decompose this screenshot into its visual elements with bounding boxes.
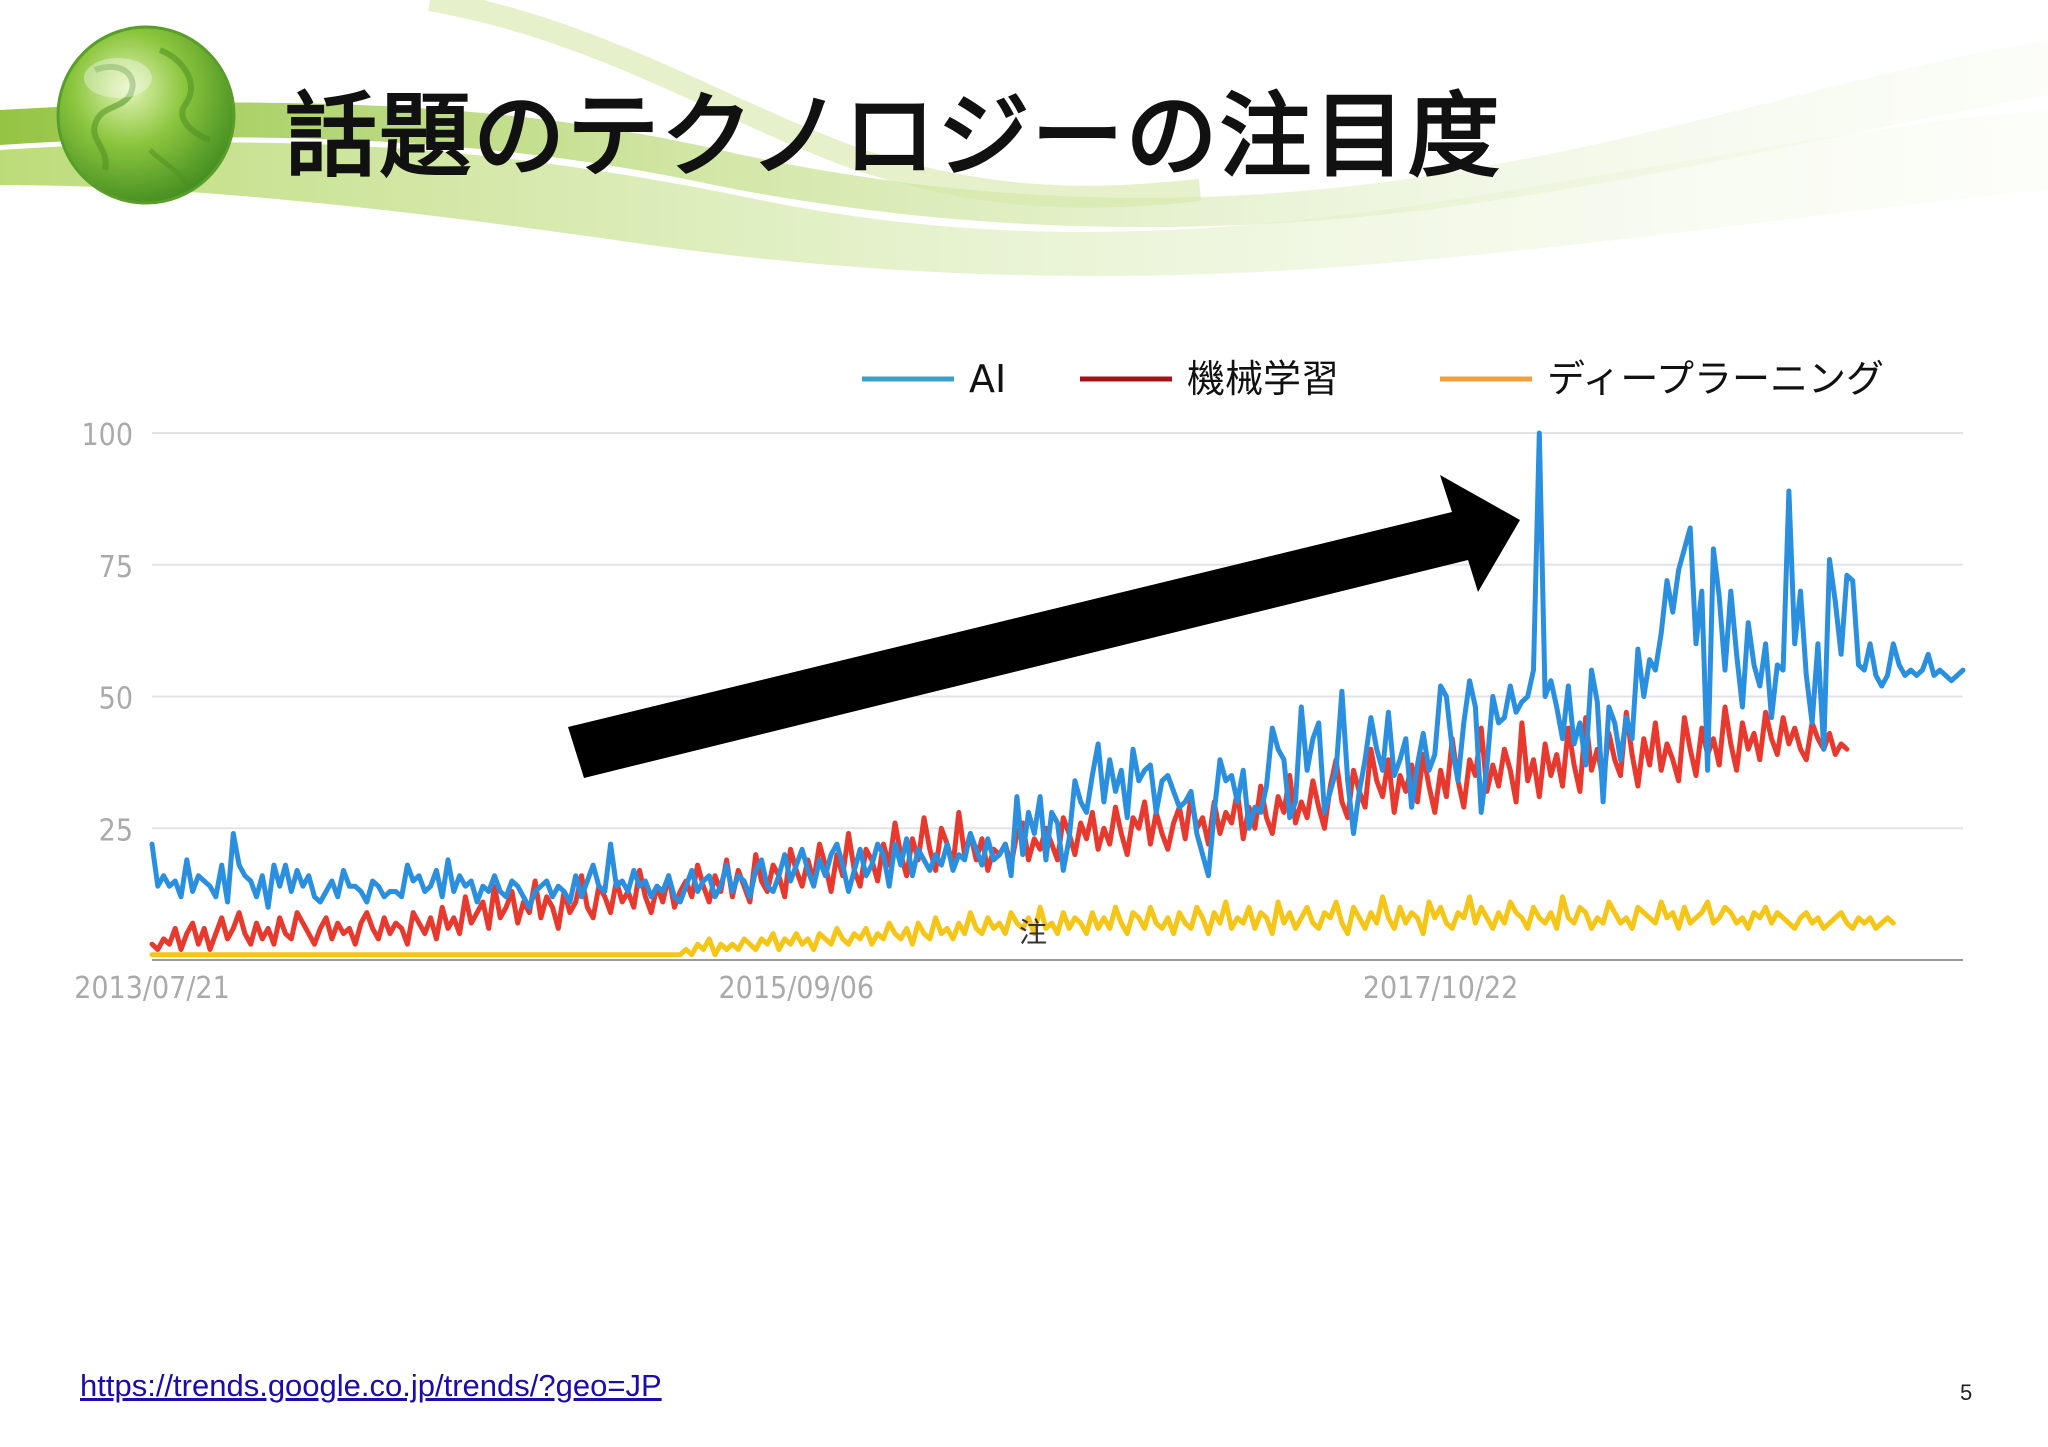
chart-series bbox=[149, 430, 1966, 958]
x-tick-label: 2013/07/21 bbox=[74, 971, 230, 1006]
title-banner-swoosh bbox=[0, 0, 2048, 277]
series-line-ai bbox=[149, 430, 1966, 910]
series-line-deep-learning bbox=[149, 894, 1896, 958]
legend-machine-learning-label: 機械学習 bbox=[1187, 357, 1339, 401]
legend-ai-label: AI bbox=[969, 357, 1006, 401]
y-tick-label: 75 bbox=[99, 550, 133, 585]
y-axis-labels: 100 75 50 25 bbox=[81, 418, 133, 848]
x-tick-label: 2017/10/22 bbox=[1363, 971, 1519, 1006]
y-tick-label: 100 bbox=[81, 418, 133, 453]
y-tick-label: 25 bbox=[99, 813, 133, 848]
trend-arrow bbox=[568, 475, 1520, 778]
globe-icon bbox=[56, 25, 236, 205]
page-number: 5 bbox=[1960, 1380, 1973, 1405]
annotation-mark: 注 bbox=[1019, 916, 1047, 949]
x-tick-label: 2015/09/06 bbox=[719, 971, 875, 1006]
chart-legend: AI 機械学習 ディープラーニング bbox=[862, 357, 1884, 401]
x-axis-labels: 2013/07/21 2015/09/06 2017/10/22 bbox=[74, 971, 1518, 1006]
y-tick-label: 50 bbox=[99, 682, 133, 717]
legend-deep-learning-label: ディープラーニング bbox=[1547, 357, 1884, 401]
slide-title: 話題のテクノロジーの注目度 bbox=[285, 83, 1502, 190]
source-link[interactable]: https://trends.google.co.jp/trends/?geo=… bbox=[80, 1368, 662, 1403]
chart-gridlines bbox=[152, 432, 1963, 961]
